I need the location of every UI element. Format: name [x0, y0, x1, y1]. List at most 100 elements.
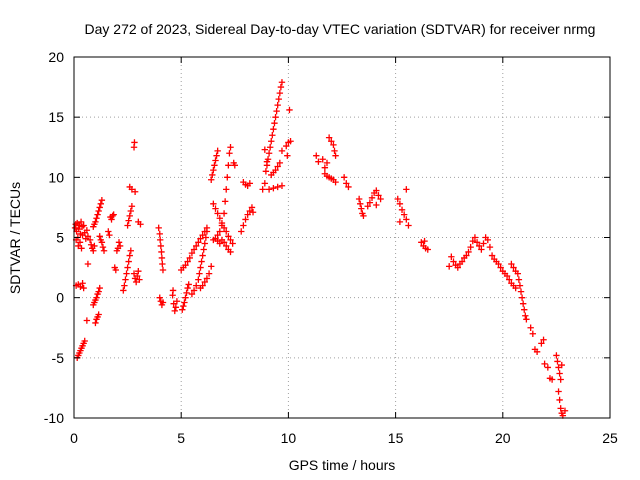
data-point — [157, 242, 165, 250]
data-point — [216, 228, 223, 235]
data-point — [195, 276, 202, 283]
data-point — [159, 260, 166, 268]
data-point — [274, 183, 281, 191]
data-point — [231, 162, 238, 169]
data-point — [227, 248, 234, 256]
data-point — [106, 231, 113, 239]
data-point — [273, 107, 280, 115]
x-axis-label: GPS time / hours — [289, 457, 396, 473]
data-point — [190, 246, 198, 253]
data-point — [78, 245, 85, 252]
data-point — [544, 364, 552, 371]
data-point — [116, 242, 124, 250]
data-point — [128, 186, 136, 193]
data-point — [90, 247, 97, 254]
data-point — [510, 264, 517, 271]
data-point — [125, 258, 132, 265]
data-point — [319, 156, 326, 163]
data-point — [321, 164, 329, 171]
data-point — [529, 330, 537, 337]
data-point — [205, 270, 213, 277]
data-point — [127, 247, 135, 254]
data-point — [522, 312, 529, 319]
data-point — [216, 240, 223, 247]
data-point — [484, 236, 491, 244]
data-point — [183, 289, 190, 297]
data-point — [555, 364, 562, 371]
data-point — [527, 324, 534, 331]
data-point — [220, 239, 228, 246]
data-point — [209, 171, 216, 179]
data-point — [159, 299, 167, 306]
data-point — [400, 211, 408, 218]
data-point — [198, 258, 205, 265]
y-tick-label: 5 — [56, 230, 64, 246]
data-point — [126, 252, 133, 259]
data-point — [540, 336, 547, 343]
data-point — [169, 287, 177, 294]
data-point — [244, 211, 251, 218]
data-point — [538, 340, 545, 347]
data-point — [223, 186, 230, 193]
data-point — [398, 206, 406, 214]
data-point — [270, 184, 277, 192]
data-point — [97, 200, 104, 208]
data-point — [126, 212, 133, 220]
data-point — [199, 252, 206, 259]
data-point — [127, 207, 135, 215]
data-point — [158, 248, 165, 256]
data-point — [286, 106, 293, 114]
data-point — [223, 228, 230, 235]
data-point — [156, 294, 163, 301]
data-point — [266, 144, 274, 151]
data-point — [274, 101, 281, 109]
data-point — [458, 258, 466, 265]
data-point — [503, 272, 511, 280]
data-point — [212, 157, 219, 164]
data-point — [214, 210, 221, 217]
data-point — [96, 233, 103, 240]
data-point — [508, 260, 515, 268]
data-point — [553, 352, 560, 359]
data-point — [315, 158, 322, 165]
data-point — [80, 222, 87, 229]
data-point — [211, 162, 218, 169]
data-point — [180, 302, 187, 310]
data-point — [548, 376, 556, 383]
data-point — [227, 144, 234, 151]
data-point — [156, 230, 163, 238]
y-axis-label: SDTVAR / TECUs — [7, 182, 23, 294]
data-point — [261, 180, 269, 187]
data-point — [373, 187, 380, 194]
data-point — [221, 198, 229, 205]
x-tick-label: 0 — [70, 430, 78, 446]
x-tick-label: 20 — [495, 430, 511, 446]
data-point — [220, 210, 228, 217]
data-point — [96, 284, 103, 292]
data-point — [471, 234, 479, 241]
data-point — [197, 235, 204, 242]
data-point — [218, 222, 226, 229]
data-point — [375, 192, 382, 199]
data-point — [214, 147, 221, 155]
grid-lines — [74, 57, 610, 418]
data-point — [275, 95, 282, 103]
data-point — [170, 300, 177, 307]
data-point — [120, 287, 127, 294]
data-point — [246, 180, 254, 187]
data-point — [355, 195, 363, 203]
data-point — [278, 147, 286, 155]
data-point — [86, 236, 94, 244]
data-point — [271, 119, 278, 127]
data-point — [159, 266, 167, 274]
data-point — [197, 264, 204, 271]
data-point — [265, 150, 273, 157]
data-point — [134, 272, 141, 280]
data-point — [77, 218, 85, 226]
data-point — [214, 231, 221, 239]
data-points — [71, 79, 569, 419]
data-point — [196, 270, 203, 277]
data-point — [179, 306, 186, 313]
data-point — [99, 243, 107, 251]
data-point — [480, 240, 487, 247]
